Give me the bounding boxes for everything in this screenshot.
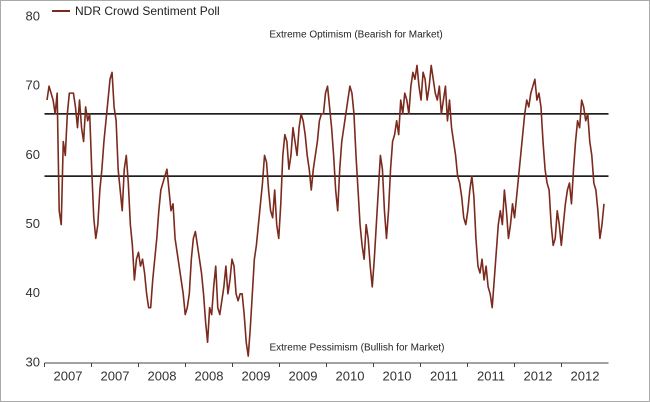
y-tick-label: 30	[26, 354, 40, 369]
x-tick-label: 2009	[242, 368, 271, 383]
y-tick-label: 60	[26, 147, 40, 162]
x-tick-label: 2010	[383, 368, 412, 383]
x-tick-label: 2011	[430, 368, 458, 383]
x-tick-label: 2007	[54, 368, 83, 383]
x-tick-label: 2012	[524, 368, 553, 383]
annotation: Extreme Pessimism (Bullish for Market)	[269, 343, 444, 354]
x-tick-label: 2010	[336, 368, 365, 383]
y-tick-label: 40	[26, 285, 40, 300]
y-tick-label: 70	[26, 78, 40, 93]
x-tick-label: 2008	[195, 368, 224, 383]
series-line	[46, 64, 605, 357]
x-tick-label: 2011	[477, 368, 505, 383]
y-tick-label: 50	[26, 216, 40, 231]
x-tick-label: 2012	[571, 368, 600, 383]
x-tick-label: 2009	[289, 368, 318, 383]
annotation: Extreme Optimism (Bearish for Market)	[269, 30, 442, 41]
x-tick-label: 2008	[148, 368, 177, 383]
legend-label: NDR Crowd Sentiment Poll	[75, 4, 220, 18]
x-tick-label: 2007	[101, 368, 130, 383]
y-tick-label: 80	[26, 8, 40, 23]
